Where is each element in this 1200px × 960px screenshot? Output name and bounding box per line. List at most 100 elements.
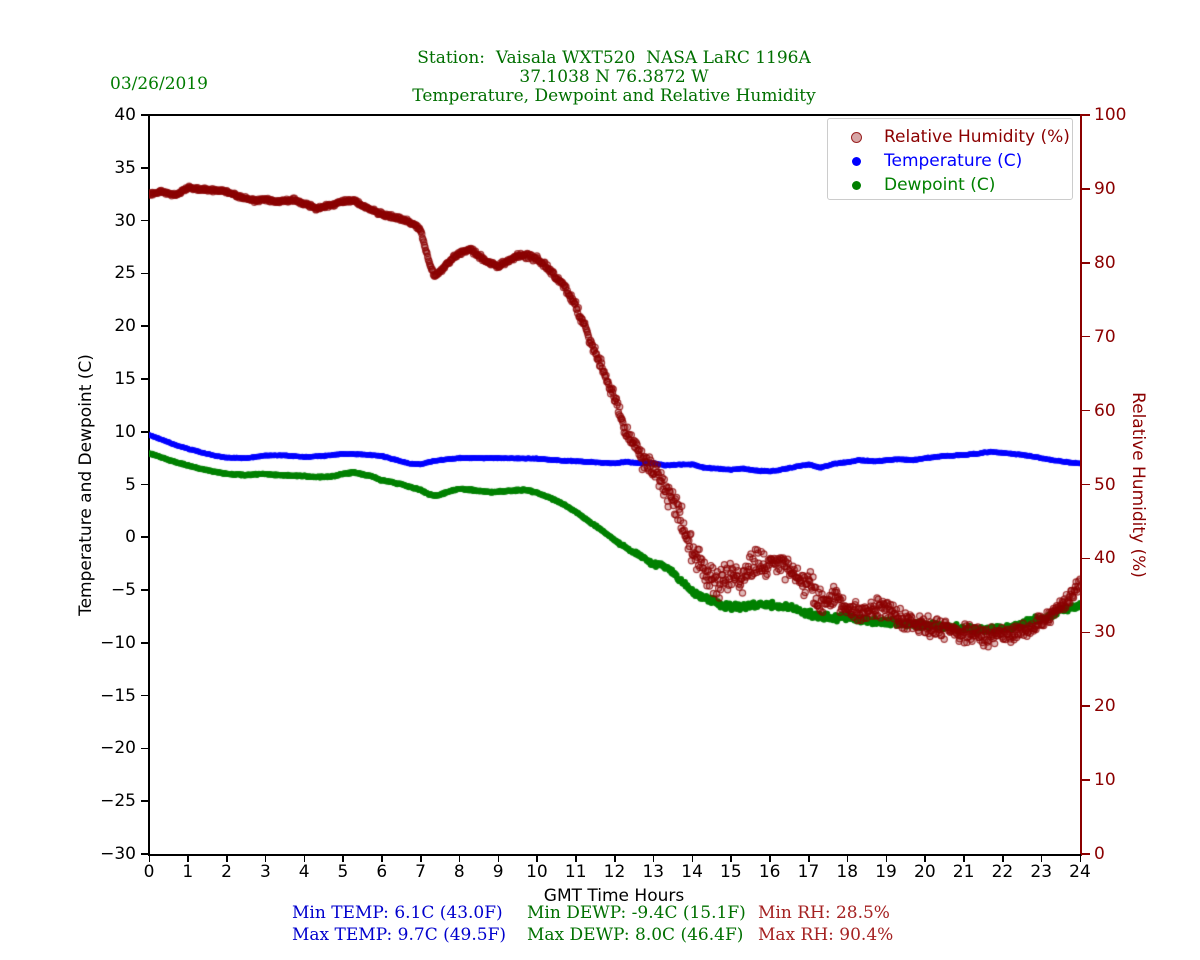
x-tick-mark xyxy=(652,854,655,862)
x-tick-mark xyxy=(226,854,228,862)
x-tick-mark xyxy=(1079,854,1082,862)
stat-max-rh: Max RH: 90.4% xyxy=(758,925,894,945)
x-tick-label: 7 xyxy=(415,862,426,882)
stat-max-temp: Max TEMP: 9.7C (49.5F) xyxy=(292,925,507,945)
legend-box: Relative Humidity (%) Temperature (C) Dewp… xyxy=(827,118,1073,200)
x-tick-label: 8 xyxy=(453,862,465,882)
x-tick-mark xyxy=(497,854,500,862)
legend-entry: Relative Humidity (%) xyxy=(828,125,1072,149)
x-tick-label: 24 xyxy=(1069,862,1091,882)
y-left-tick-mark xyxy=(141,114,149,116)
stat-min-rh: Min RH: 28.5% xyxy=(758,903,890,923)
x-tick-label: 16 xyxy=(758,862,781,882)
y-left-tick-mark xyxy=(141,483,149,486)
chart-title-line3: Temperature, Dewpoint and Relative Humid… xyxy=(412,86,816,106)
legend-open-circle-icon xyxy=(828,131,884,143)
x-tick-label: 4 xyxy=(298,862,310,882)
y-left-tick-mark xyxy=(141,219,149,222)
legend-entry: Dewpoint (C) xyxy=(828,173,1072,197)
x-tick-mark xyxy=(458,854,461,862)
y-left-tick-mark xyxy=(141,430,149,433)
x-tick-label: 14 xyxy=(681,862,703,882)
y-left-tick-label: 25 xyxy=(114,263,136,284)
x-tick-label: 13 xyxy=(642,862,665,882)
y-left-tick-mark xyxy=(141,747,149,750)
y-left-tick-label: 40 xyxy=(114,105,136,125)
x-tick-mark xyxy=(187,854,189,862)
x-tick-mark xyxy=(264,854,267,862)
y-left-tick-mark xyxy=(141,166,149,169)
x-tick-label: 19 xyxy=(875,862,897,882)
y-left-tick-label: 0 xyxy=(125,527,136,548)
stat-min-temp: Min TEMP: 6.1C (43.0F) xyxy=(292,903,503,923)
x-tick-mark xyxy=(381,854,383,862)
y-right-tick-label: 90 xyxy=(1094,178,1116,199)
y-right-tick-mark xyxy=(1082,705,1090,707)
x-tick-mark xyxy=(963,854,965,862)
x-tick-mark xyxy=(303,854,306,862)
x-tick-mark xyxy=(691,854,694,862)
x-tick-label: 17 xyxy=(797,862,820,882)
legend-entry-label: Dewpoint (C) xyxy=(884,175,996,195)
x-tick-label: 1 xyxy=(182,862,194,882)
x-tick-label: 23 xyxy=(1030,862,1053,882)
y-left-tick-label: −10 xyxy=(100,632,136,653)
y-right-tick-mark xyxy=(1082,557,1090,560)
y-left-tick-mark xyxy=(141,853,149,855)
y-left-tick-label: 15 xyxy=(114,368,136,389)
legend-entry-label: Relative Humidity (%) xyxy=(884,127,1070,147)
y-right-tick-mark xyxy=(1082,853,1090,855)
x-tick-mark xyxy=(148,854,151,862)
y-left-tick-label: 30 xyxy=(114,210,136,231)
y-right-tick-label: 30 xyxy=(1094,622,1116,643)
x-tick-label: 12 xyxy=(603,862,626,882)
x-tick-label: 3 xyxy=(259,862,271,882)
x-tick-label: 21 xyxy=(952,862,975,882)
y-left-tick-mark xyxy=(141,325,149,327)
y-left-tick-label: 35 xyxy=(114,157,136,178)
chart-canvas xyxy=(149,115,1080,854)
x-tick-label: 9 xyxy=(492,862,504,882)
legend-entry: Temperature (C) xyxy=(828,149,1072,173)
y-right-tick-label: 20 xyxy=(1094,696,1116,717)
y-left-tick-label: −15 xyxy=(100,685,136,706)
x-tick-mark xyxy=(614,854,616,862)
y-left-tick-label: −20 xyxy=(100,738,136,759)
y-right-tick-label: 70 xyxy=(1094,326,1116,347)
y-left-tick-label: 10 xyxy=(114,421,136,442)
y-left-tick-label: −25 xyxy=(100,791,136,812)
x-tick-label: 10 xyxy=(526,862,548,882)
right-spine xyxy=(1080,114,1082,856)
x-tick-mark xyxy=(846,854,849,862)
x-tick-mark xyxy=(1040,854,1043,862)
x-axis-label: GMT Time Hours xyxy=(543,886,685,906)
y-right-tick-label: 40 xyxy=(1094,548,1116,569)
x-tick-mark xyxy=(885,854,888,862)
y-right-tick-mark xyxy=(1082,483,1090,486)
x-tick-mark xyxy=(1001,854,1004,862)
y-right-tick-mark xyxy=(1082,335,1090,338)
y-right-tick-mark xyxy=(1082,779,1090,781)
y-right-tick-label: 100 xyxy=(1094,105,1127,125)
legend-dot-icon xyxy=(828,156,884,166)
y-right-tick-label: 50 xyxy=(1094,474,1116,495)
x-tick-label: 22 xyxy=(991,862,1014,882)
date-label: 03/26/2019 xyxy=(110,74,208,94)
x-tick-label: 15 xyxy=(720,862,742,882)
y-left-tick-mark xyxy=(141,800,149,802)
left-axis-label: Temperature and Dewpoint (C) xyxy=(76,354,96,616)
stat-max-dewp: Max DEWP: 8.0C (46.4F) xyxy=(527,925,744,945)
chart-title-line2: 37.1038 N 76.3872 W xyxy=(519,67,709,87)
y-left-tick-mark xyxy=(141,642,149,644)
x-tick-mark xyxy=(575,854,577,862)
x-tick-label: 0 xyxy=(143,862,155,882)
y-right-tick-label: 80 xyxy=(1094,252,1116,273)
x-tick-label: 11 xyxy=(564,862,587,882)
x-tick-label: 18 xyxy=(836,862,859,882)
y-left-tick-label: −5 xyxy=(110,580,136,601)
y-right-tick-mark xyxy=(1082,631,1090,634)
y-right-tick-label: 0 xyxy=(1094,844,1105,864)
x-tick-mark xyxy=(769,854,771,862)
x-tick-mark xyxy=(924,854,926,862)
